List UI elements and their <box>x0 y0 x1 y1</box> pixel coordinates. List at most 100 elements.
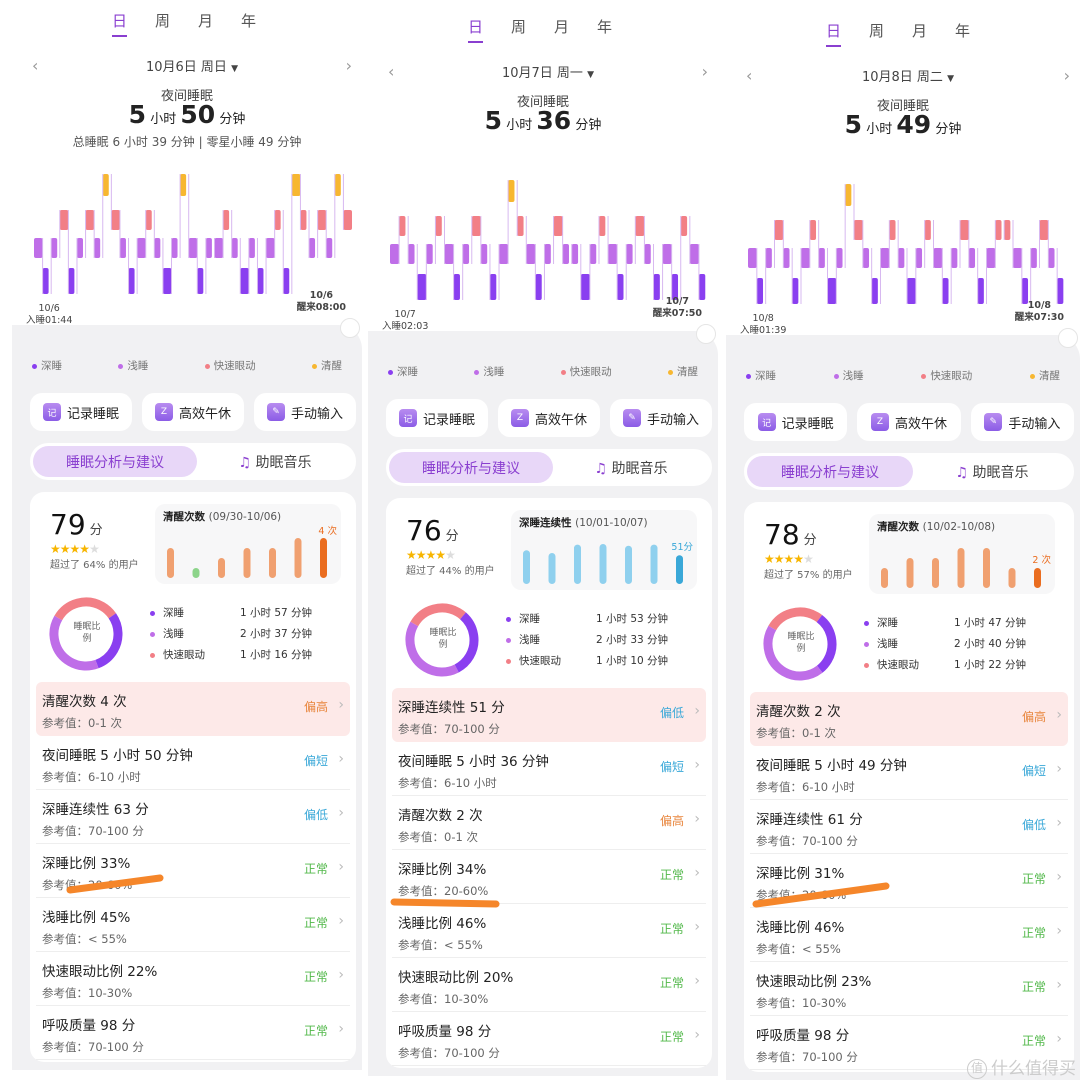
highlight-marker <box>752 882 890 908</box>
next-day-icon[interactable]: › <box>345 56 352 75</box>
stage-segment <box>526 244 536 264</box>
manual-input-button[interactable]: ✎ 手动输入 <box>254 393 356 431</box>
date-picker[interactable]: 10月8日 周二 ▼ <box>862 66 954 85</box>
tab-period[interactable]: 月 <box>198 12 214 30</box>
scroll-handle[interactable] <box>340 318 360 338</box>
record-sleep-button[interactable]: 记记录睡眠 <box>744 403 848 441</box>
tab-period[interactable]: 周 <box>511 18 527 36</box>
stage-segment <box>748 248 757 268</box>
stage-segment <box>880 248 890 268</box>
stage-segment <box>1013 248 1022 268</box>
metric-row[interactable]: 快速眼动比例 23% 参考值：10-30% 正常 › <box>750 962 1068 1016</box>
tab-period[interactable]: 月 <box>912 22 928 40</box>
tab-period[interactable]: 年 <box>241 12 257 30</box>
stage-segment <box>933 248 943 268</box>
next-day-icon[interactable]: › <box>1063 66 1070 85</box>
stage-duration-item: 深睡 1 小时 53 分钟 <box>506 611 696 626</box>
metric-row[interactable]: 清醒次数 2 次参考值：0-1 次偏高 › <box>392 796 706 850</box>
nap-icon: Z <box>154 403 173 421</box>
record-sleep-button[interactable]: 记记录睡眠 <box>30 393 132 431</box>
tab-period[interactable]: 周 <box>869 22 885 40</box>
prev-day-icon[interactable]: ‹ <box>388 62 395 81</box>
stage-legend: 深睡 浅睡 快速眼动 清醒 <box>746 368 1060 383</box>
sleep-stage-chart[interactable] <box>34 168 352 300</box>
nap-button[interactable]: Z 高效午休 <box>142 393 244 431</box>
stage-segment <box>444 244 454 264</box>
stage-segment <box>408 244 415 264</box>
metric-row[interactable]: 深睡连续性 61 分参考值：70-100 分偏低 › <box>750 800 1068 854</box>
stage-duration-item: 浅睡 2 小时 37 分钟 <box>150 626 340 641</box>
highlight-marker <box>66 874 164 894</box>
date-picker[interactable]: 10月6日 周日 ▼ <box>146 56 238 75</box>
metric-row[interactable]: 深睡比例 34% 参考值：20-60% 正常 › <box>392 850 706 904</box>
trend-bar <box>218 558 225 578</box>
prev-day-icon[interactable]: ‹ <box>32 56 39 75</box>
metric-row[interactable]: 清醒次数 2 次参考值：0-1 次偏高 › <box>750 692 1068 746</box>
metric-row[interactable]: 浅睡比例 46% 参考值：< 55% 正常 › <box>750 908 1068 962</box>
stage-duration-item: 快速眼动 1 小时 10 分钟 <box>506 653 696 668</box>
scroll-handle[interactable] <box>1058 328 1078 348</box>
stage-segment <box>94 238 101 258</box>
sleep-stage-chart[interactable] <box>390 174 708 306</box>
tab-period[interactable]: 日 <box>826 22 842 47</box>
chevron-right-icon: › <box>338 967 344 983</box>
tab-period[interactable]: 周 <box>155 12 171 30</box>
metric-row[interactable]: 呼吸质量 98 分参考值：70-100 分正常 › <box>750 1016 1068 1070</box>
tab-period[interactable]: 年 <box>597 18 613 36</box>
metric-row[interactable]: 夜间睡眠 5 小时 36 分钟 参考值：6-10 小时 偏短 › <box>392 742 706 796</box>
chevron-right-icon: › <box>1056 923 1062 939</box>
sleep-score: 76 分 <box>406 514 459 547</box>
manual-input-button[interactable]: ✎ 手动输入 <box>970 403 1074 441</box>
metric-row[interactable]: 深睡连续性 51 分参考值：70-100 分偏低 › <box>392 688 706 742</box>
metric-row[interactable]: 快速眼动比例 20% 参考值：10-30% 正常 › <box>392 958 706 1012</box>
manual-input-button[interactable]: ✎ 手动输入 <box>610 399 712 437</box>
nap-button[interactable]: Z 高效午休 <box>498 399 600 437</box>
trend-last-value: 2 次 <box>1032 555 1051 566</box>
stage-duration-item: 快速眼动 1 小时 22 分钟 <box>864 657 1054 672</box>
tab-analysis[interactable]: 睡眠分析与建议 <box>389 452 553 483</box>
metric-row[interactable]: 呼吸质量 98 分参考值：70-100 分正常 › <box>36 1006 350 1060</box>
stage-ratio-donut <box>49 597 123 671</box>
legend-item: 浅睡 <box>118 358 148 373</box>
record-sleep-button[interactable]: 记记录睡眠 <box>386 399 488 437</box>
prev-day-icon[interactable]: ‹ <box>746 66 753 85</box>
tab-music[interactable]: ♫ 助眠音乐 <box>594 460 668 477</box>
metric-row[interactable]: 清醒次数 4 次参考值：0-1 次偏高 › <box>36 682 350 736</box>
next-day-icon[interactable]: › <box>701 62 708 81</box>
metric-row[interactable]: 深睡连续性 63 分参考值：70-100 分偏低 › <box>36 790 350 844</box>
tab-analysis[interactable]: 睡眠分析与建议 <box>33 446 197 477</box>
stage-segment <box>836 248 843 268</box>
metric-row[interactable]: 快速眼动比例 22% 参考值：10-30% 正常 › <box>36 952 350 1006</box>
stage-segment <box>309 238 316 258</box>
metric-row[interactable]: 夜间睡眠 5 小时 49 分钟 参考值：6-10 小时 偏短 › <box>750 746 1068 800</box>
stage-segment <box>571 244 579 264</box>
tab-music[interactable]: ♫ 助眠音乐 <box>955 464 1029 481</box>
metric-row[interactable]: 浅睡比例 46% 参考值：< 55% 正常 › <box>392 904 706 958</box>
stage-segment <box>145 210 152 230</box>
star-icon: ★ <box>783 552 795 566</box>
period-tabs: 日周月年 <box>112 10 257 37</box>
trend-chart[interactable]: 清醒次数 (09/30-10/06) 4 次 <box>155 504 341 584</box>
tab-period[interactable]: 月 <box>554 18 570 36</box>
metric-row[interactable]: 夜间睡眠 5 小时 50 分钟 参考值：6-10 小时 偏短 › <box>36 736 350 790</box>
tab-period[interactable]: 年 <box>955 22 971 40</box>
stage-segment <box>76 238 83 258</box>
trend-last-value: 4 次 <box>318 526 337 537</box>
sleep-stage-chart[interactable] <box>748 178 1066 310</box>
tab-analysis[interactable]: 睡眠分析与建议 <box>747 456 913 487</box>
stage-segment <box>399 216 406 236</box>
stage-segment <box>907 278 916 304</box>
legend-item: 深睡 <box>32 358 62 373</box>
nap-button[interactable]: Z 高效午休 <box>857 403 961 441</box>
tab-music[interactable]: ♫ 助眠音乐 <box>238 454 312 471</box>
trend-chart[interactable]: 深睡连续性 (10/01-10/07) 51分 <box>511 510 697 590</box>
scroll-handle[interactable] <box>696 324 716 344</box>
metric-row[interactable]: 浅睡比例 45% 参考值：< 55% 正常 › <box>36 898 350 952</box>
tab-period[interactable]: 日 <box>468 18 484 43</box>
date-picker[interactable]: 10月7日 周一 ▼ <box>502 62 594 81</box>
date-label: 10月6日 周日 <box>145 60 227 75</box>
tab-period[interactable]: 日 <box>112 12 128 37</box>
trend-chart[interactable]: 清醒次数 (10/02-10/08) 2 次 <box>869 514 1055 594</box>
chevron-right-icon: › <box>1056 815 1062 831</box>
metric-row[interactable]: 呼吸质量 98 分参考值：70-100 分正常 › <box>392 1012 706 1066</box>
